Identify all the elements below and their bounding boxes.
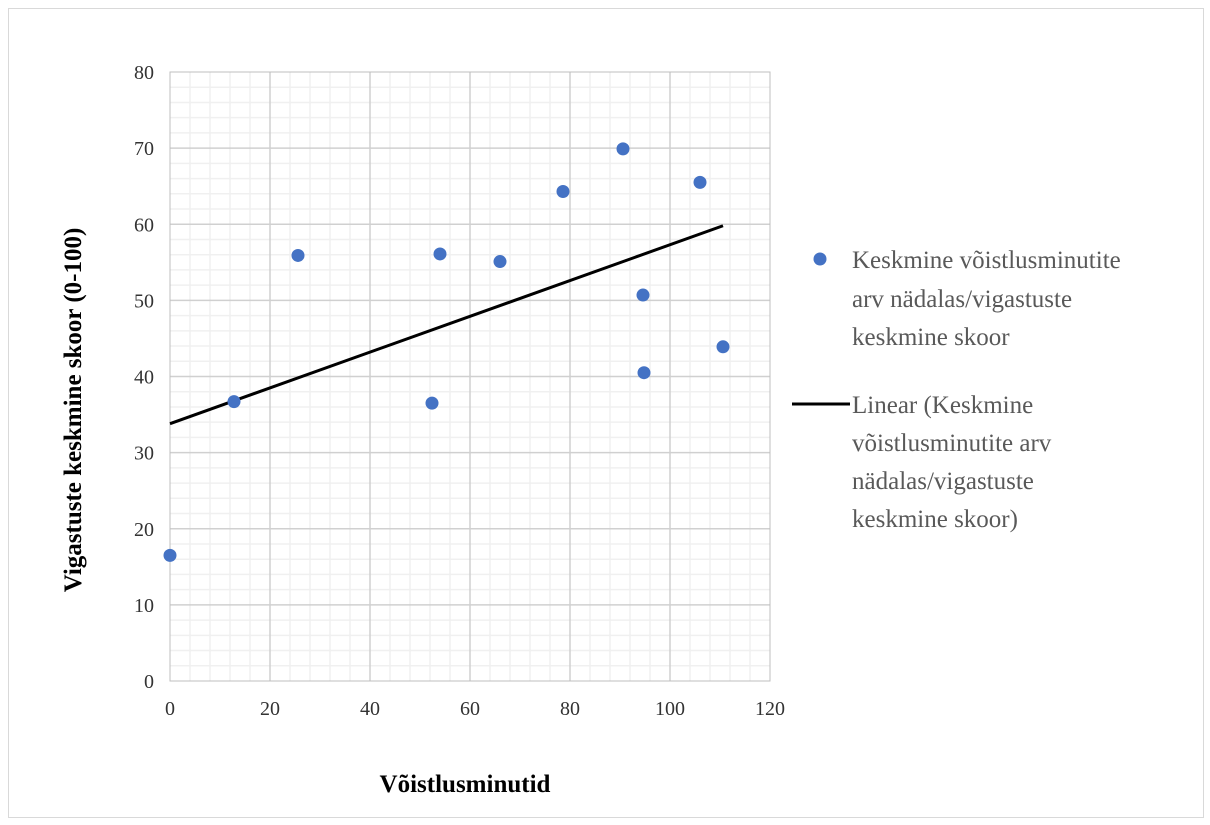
data-point	[425, 396, 439, 410]
x-axis-tick-labels: 0 20 40 60 80 100 120	[165, 698, 785, 720]
x-tick-label: 120	[755, 698, 785, 720]
data-point	[493, 255, 507, 269]
y-axis-tick-labels: 0 10 20 30 40 50 60 70 80	[134, 62, 154, 693]
y-tick-label: 60	[134, 214, 154, 236]
x-axis-title: Võistlusminutid	[380, 771, 551, 798]
data-point	[556, 185, 570, 199]
chart-frame	[8, 8, 1204, 818]
y-tick-label: 0	[144, 671, 154, 693]
data-point	[693, 175, 707, 189]
y-tick-label: 20	[134, 519, 154, 541]
x-tick-label: 0	[165, 698, 175, 720]
legend-marker-scatter	[813, 252, 827, 266]
legend: Keskmine võistlusminutite arv nädalas/vi…	[792, 247, 1127, 533]
y-tick-label: 80	[134, 62, 154, 84]
data-point	[637, 366, 651, 380]
linear-trendline	[169, 224, 724, 426]
y-axis-title: Vigastuste keskmine skoor (0-100)	[60, 228, 87, 593]
major-gridlines	[170, 72, 770, 681]
data-point	[716, 340, 730, 354]
data-point	[616, 142, 630, 156]
y-tick-label: 40	[134, 367, 154, 389]
y-tick-label: 10	[134, 595, 154, 617]
data-point	[636, 288, 650, 302]
data-points	[163, 142, 730, 562]
y-tick-label: 30	[134, 443, 154, 465]
x-tick-label: 100	[655, 698, 685, 720]
legend-label-scatter: Keskmine võistlusminutite arv nädalas/vi…	[852, 247, 1127, 351]
x-tick-label: 80	[560, 698, 580, 720]
data-point	[163, 548, 177, 562]
x-tick-label: 40	[360, 698, 380, 720]
y-tick-label: 70	[134, 138, 154, 160]
data-point	[227, 395, 241, 409]
data-point	[291, 248, 305, 262]
x-tick-label: 20	[260, 698, 280, 720]
plot-area-border	[169, 71, 771, 682]
x-tick-label: 60	[460, 698, 480, 720]
y-tick-label: 50	[134, 290, 154, 312]
data-point	[433, 247, 447, 261]
legend-label-trendline: Linear (Keskmine võistlusminutite arv nä…	[852, 392, 1058, 533]
